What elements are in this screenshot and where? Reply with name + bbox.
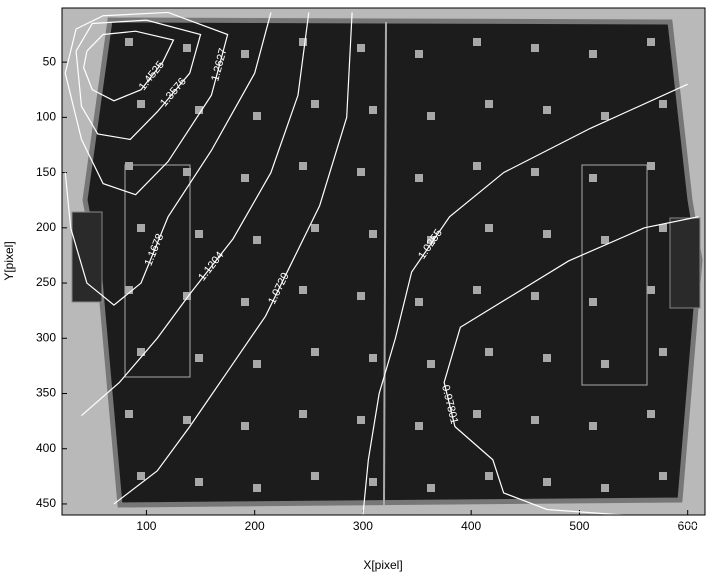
marker	[357, 44, 365, 52]
marker	[601, 360, 609, 368]
marker	[647, 38, 655, 46]
page: 100 200 300 400 500 600 50 100 150 200 250 300 350 40…	[0, 0, 721, 582]
marker	[543, 478, 551, 486]
x-tick-label: 300	[353, 519, 373, 533]
y-axis-label: Y[pixel]	[2, 241, 16, 280]
y-tick-label: 400	[36, 441, 56, 455]
x-axis-label: X[pixel]	[363, 558, 402, 572]
marker	[253, 236, 261, 244]
y-tick-label: 150	[36, 165, 56, 179]
x-tick-label: 100	[136, 519, 156, 533]
marker	[647, 410, 655, 418]
marker	[531, 44, 539, 52]
marker	[415, 174, 423, 182]
marker	[531, 168, 539, 176]
marker	[311, 472, 319, 480]
marker	[241, 298, 249, 306]
x-tick-label: 200	[245, 519, 265, 533]
marker	[601, 236, 609, 244]
marker	[311, 100, 319, 108]
y-tick-label: 300	[36, 330, 56, 344]
marker	[415, 298, 423, 306]
marker	[357, 416, 365, 424]
marker	[311, 348, 319, 356]
marker	[427, 360, 435, 368]
marker	[531, 416, 539, 424]
y-tick-label: 250	[36, 275, 56, 289]
marker	[137, 472, 145, 480]
y-tick-label: 50	[43, 54, 57, 68]
marker	[253, 484, 261, 492]
marker	[485, 100, 493, 108]
marker	[601, 484, 609, 492]
y-tick-label: 100	[36, 110, 56, 124]
marker	[647, 286, 655, 294]
x-tick-label: 400	[461, 519, 481, 533]
marker	[659, 348, 667, 356]
marker	[473, 162, 481, 170]
marker	[311, 224, 319, 232]
marker	[369, 354, 377, 362]
marker	[589, 298, 597, 306]
marker	[253, 112, 261, 120]
marker	[659, 100, 667, 108]
marker	[415, 50, 423, 58]
marker	[531, 292, 539, 300]
marker	[369, 478, 377, 486]
marker	[137, 224, 145, 232]
marker	[659, 224, 667, 232]
marker	[601, 112, 609, 120]
marker	[183, 416, 191, 424]
marker	[299, 286, 307, 294]
marker	[125, 162, 133, 170]
marker	[589, 50, 597, 58]
marker	[543, 106, 551, 114]
x-tick-label: 600	[678, 519, 698, 533]
marker	[195, 230, 203, 238]
marker	[125, 410, 133, 418]
marker	[473, 38, 481, 46]
marker	[253, 360, 261, 368]
marker	[241, 50, 249, 58]
marker	[647, 162, 655, 170]
marker	[137, 100, 145, 108]
marker	[589, 174, 597, 182]
marker	[543, 230, 551, 238]
marker	[241, 422, 249, 430]
x-tick-label: 500	[569, 519, 589, 533]
marker	[485, 224, 493, 232]
marker	[543, 354, 551, 362]
y-tick-label: 450	[36, 496, 56, 510]
marker	[659, 472, 667, 480]
marker	[415, 422, 423, 430]
marker	[589, 422, 597, 430]
marker	[357, 292, 365, 300]
marker	[195, 354, 203, 362]
marker	[473, 410, 481, 418]
marker	[299, 410, 307, 418]
marker	[485, 348, 493, 356]
y-tick-label: 350	[36, 386, 56, 400]
goal	[670, 218, 700, 308]
goal	[72, 212, 102, 302]
marker	[241, 174, 249, 182]
chart: 100 200 300 400 500 600 50 100 150 200 250 300 350 40…	[0, 0, 721, 577]
marker	[357, 168, 365, 176]
marker	[183, 44, 191, 52]
marker	[125, 38, 133, 46]
marker	[427, 112, 435, 120]
marker	[473, 286, 481, 294]
marker	[369, 230, 377, 238]
marker	[369, 106, 377, 114]
marker	[485, 472, 493, 480]
y-tick-label: 200	[36, 220, 56, 234]
marker	[195, 478, 203, 486]
marker	[299, 162, 307, 170]
marker	[183, 168, 191, 176]
marker	[427, 484, 435, 492]
